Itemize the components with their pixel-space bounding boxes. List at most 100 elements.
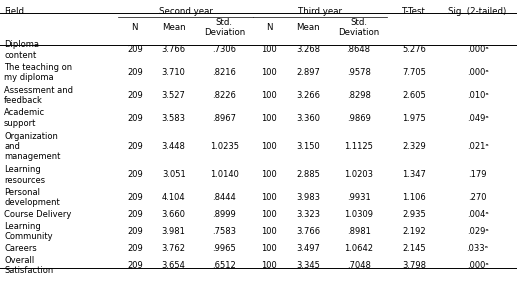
Text: Personal
development: Personal development [4, 188, 60, 207]
Text: 3.766: 3.766 [162, 46, 186, 55]
Text: 5.276: 5.276 [402, 46, 426, 55]
Text: 3.150: 3.150 [296, 142, 320, 151]
Text: 3.051: 3.051 [162, 170, 186, 179]
Text: 209: 209 [127, 227, 143, 236]
Text: .000ᵃ: .000ᵃ [467, 261, 489, 270]
Text: .270: .270 [468, 193, 486, 202]
Text: 100: 100 [261, 193, 277, 202]
Text: Learning
Community: Learning Community [4, 222, 53, 241]
Text: 1.0642: 1.0642 [344, 244, 373, 253]
Text: 100: 100 [261, 261, 277, 270]
Text: Diploma
content: Diploma content [4, 40, 39, 60]
Text: 1.975: 1.975 [402, 114, 426, 123]
Text: Organization
and
management: Organization and management [4, 132, 60, 161]
Text: 1.106: 1.106 [402, 193, 426, 202]
Text: 1.0309: 1.0309 [344, 210, 373, 219]
Text: 1.1125: 1.1125 [344, 142, 373, 151]
Text: Mean: Mean [162, 23, 186, 32]
Text: Overall
Satisfaction: Overall Satisfaction [4, 256, 53, 275]
Text: 2.145: 2.145 [402, 244, 425, 253]
Text: 3.798: 3.798 [402, 261, 426, 270]
Text: 1.347: 1.347 [402, 170, 426, 179]
Text: 100: 100 [261, 244, 277, 253]
Text: .004ᵃ: .004ᵃ [467, 210, 489, 219]
Text: Second year: Second year [159, 7, 212, 16]
Text: 3.360: 3.360 [296, 114, 320, 123]
Text: 3.762: 3.762 [162, 244, 186, 253]
Text: .021ᵃ: .021ᵃ [467, 142, 489, 151]
Text: 209: 209 [127, 114, 143, 123]
Text: N: N [266, 23, 272, 32]
Text: Third year: Third year [298, 7, 342, 16]
Text: 2.605: 2.605 [402, 91, 426, 100]
Text: .7583: .7583 [212, 227, 236, 236]
Text: 3.497: 3.497 [296, 244, 320, 253]
Text: 209: 209 [127, 193, 143, 202]
Text: 2.329: 2.329 [402, 142, 426, 151]
Text: .9578: .9578 [346, 68, 371, 77]
Text: .7048: .7048 [346, 261, 371, 270]
Text: N: N [132, 23, 138, 32]
Text: 100: 100 [261, 68, 277, 77]
Text: Field: Field [4, 7, 24, 16]
Text: .8981: .8981 [346, 227, 371, 236]
Text: .000ᵃ: .000ᵃ [467, 46, 489, 55]
Text: 3.654: 3.654 [162, 261, 186, 270]
Text: 100: 100 [261, 210, 277, 219]
Text: Mean: Mean [296, 23, 320, 32]
Text: Std.
Deviation: Std. Deviation [204, 18, 245, 37]
Text: Assessment and
feedback: Assessment and feedback [4, 86, 73, 105]
Text: .000ᵃ: .000ᵃ [467, 68, 489, 77]
Text: .8967: .8967 [212, 114, 236, 123]
Text: 1.0235: 1.0235 [210, 142, 239, 151]
Text: 100: 100 [261, 142, 277, 151]
Text: 4.104: 4.104 [162, 193, 186, 202]
Text: Learning
resources: Learning resources [4, 165, 45, 185]
Text: Std.
Deviation: Std. Deviation [338, 18, 379, 37]
Text: 209: 209 [127, 142, 143, 151]
Text: Course Delivery: Course Delivery [4, 210, 71, 219]
Text: 209: 209 [127, 210, 143, 219]
Text: .8226: .8226 [212, 91, 236, 100]
Text: 3.266: 3.266 [296, 91, 320, 100]
Text: 3.268: 3.268 [296, 46, 320, 55]
Text: .179: .179 [468, 170, 486, 179]
Text: 209: 209 [127, 68, 143, 77]
Text: 3.323: 3.323 [296, 210, 320, 219]
Text: 3.983: 3.983 [296, 193, 320, 202]
Text: 209: 209 [127, 170, 143, 179]
Text: 3.981: 3.981 [162, 227, 186, 236]
Text: 209: 209 [127, 46, 143, 55]
Text: 3.583: 3.583 [162, 114, 186, 123]
Text: .9931: .9931 [347, 193, 371, 202]
Text: .9869: .9869 [346, 114, 371, 123]
Text: 3.660: 3.660 [162, 210, 186, 219]
Text: Academic
support: Academic support [4, 108, 45, 128]
Text: 100: 100 [261, 114, 277, 123]
Text: 2.935: 2.935 [402, 210, 426, 219]
Text: 3.345: 3.345 [296, 261, 320, 270]
Text: 209: 209 [127, 91, 143, 100]
Text: 3.527: 3.527 [162, 91, 186, 100]
Text: 2.192: 2.192 [402, 227, 425, 236]
Text: 100: 100 [261, 91, 277, 100]
Text: 100: 100 [261, 227, 277, 236]
Text: .8999: .8999 [212, 210, 236, 219]
Text: 3.710: 3.710 [162, 68, 186, 77]
Text: 2.897: 2.897 [296, 68, 320, 77]
Text: 3.448: 3.448 [162, 142, 186, 151]
Text: 2.885: 2.885 [296, 170, 320, 179]
Text: 7.705: 7.705 [402, 68, 426, 77]
Text: 209: 209 [127, 244, 143, 253]
Text: Sig. (2-tailed): Sig. (2-tailed) [448, 7, 507, 16]
Text: Careers: Careers [4, 244, 37, 253]
Text: .6512: .6512 [212, 261, 236, 270]
Text: .9965: .9965 [212, 244, 236, 253]
Text: 209: 209 [127, 261, 143, 270]
Text: 3.766: 3.766 [296, 227, 320, 236]
Text: .8216: .8216 [212, 68, 236, 77]
Text: .033ᵃ: .033ᵃ [466, 244, 489, 253]
Text: .8648: .8648 [346, 46, 371, 55]
Text: 1.0203: 1.0203 [344, 170, 373, 179]
Text: T-Test: T-Test [402, 7, 426, 16]
